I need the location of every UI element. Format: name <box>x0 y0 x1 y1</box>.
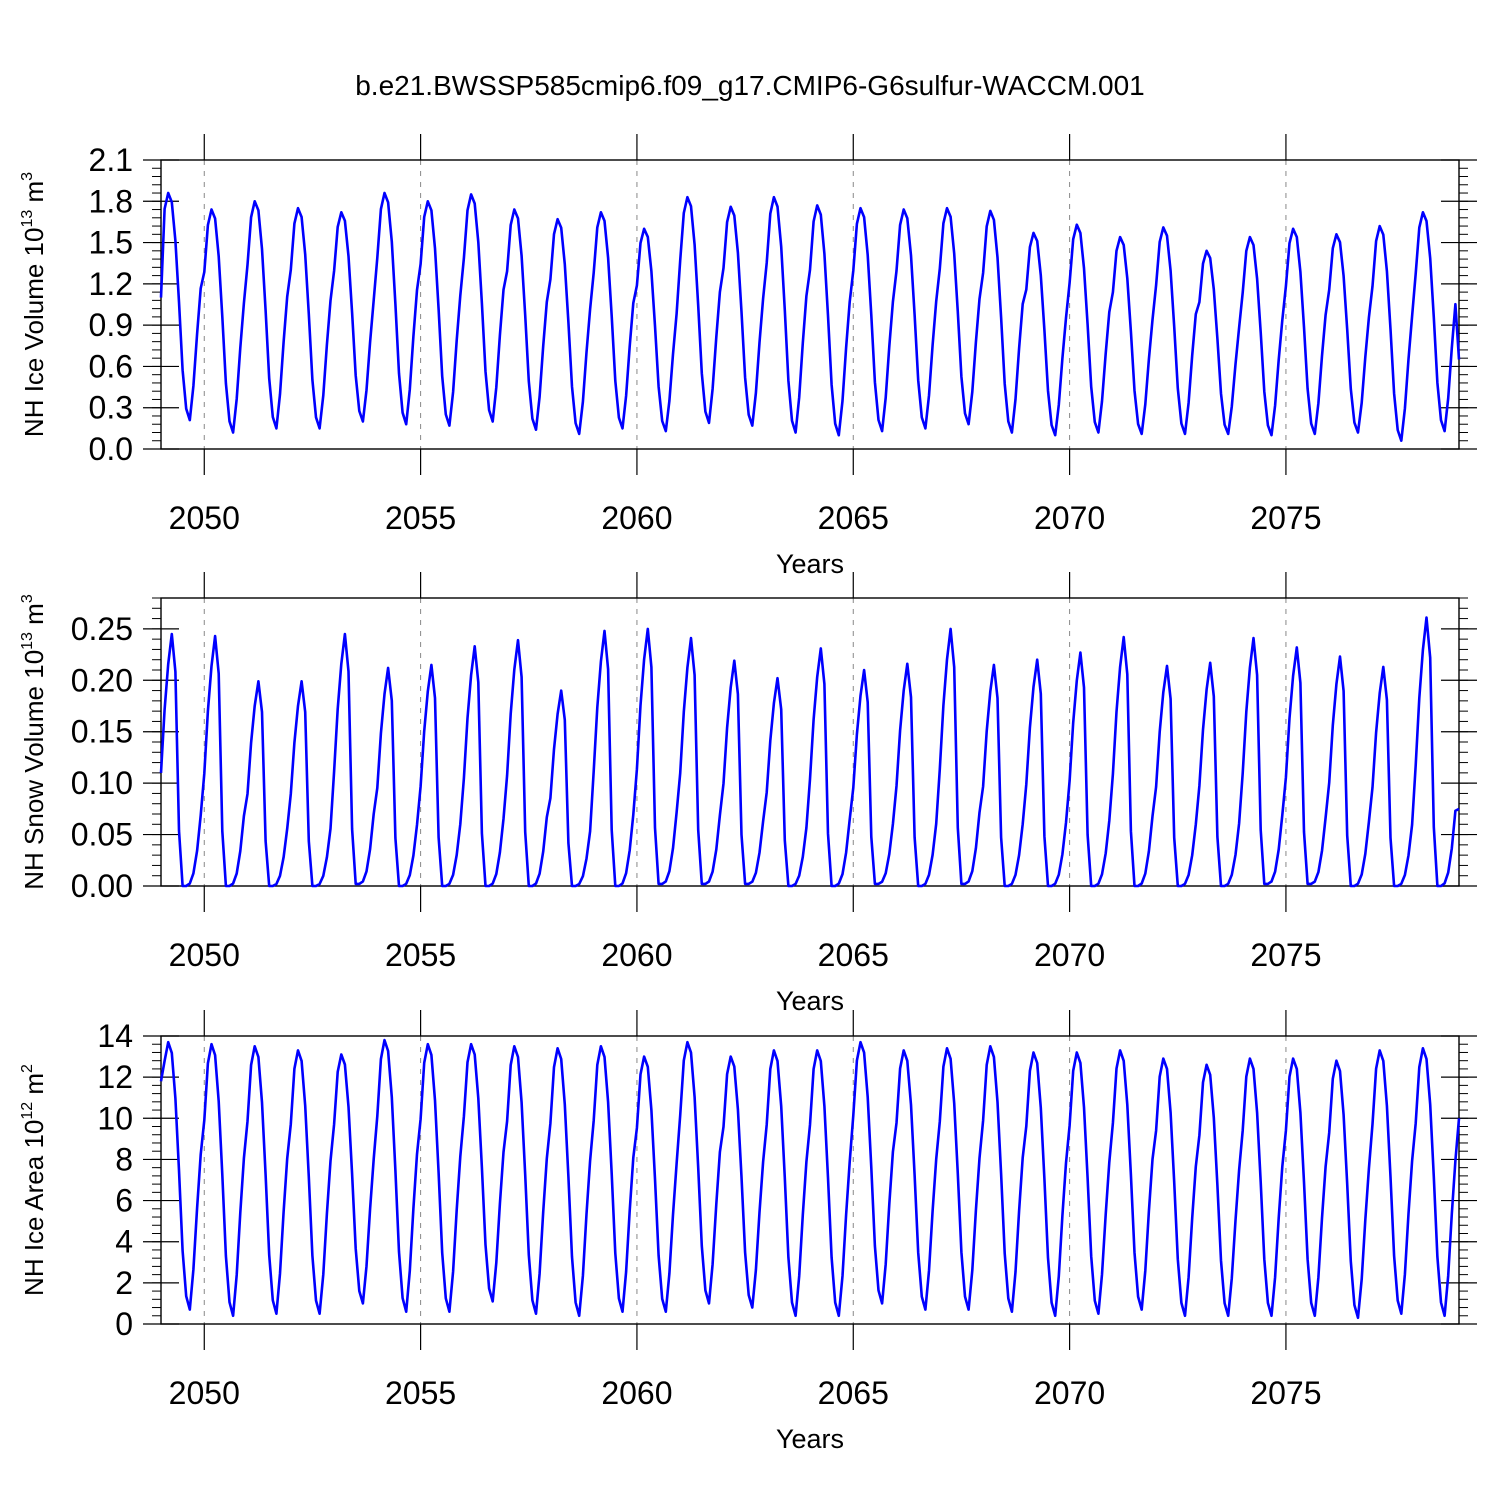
x-tick-label: 2065 <box>818 500 889 536</box>
x-axis-title: Years <box>776 986 844 1016</box>
x-tick-label: 2050 <box>169 937 240 973</box>
y-tick-label: 0.05 <box>71 817 133 853</box>
y-tick-label: 0.9 <box>89 307 133 343</box>
x-axis-title: Years <box>776 1424 844 1454</box>
x-tick-label: 2065 <box>818 937 889 973</box>
x-axis-title: Years <box>776 549 844 579</box>
x-tick-label: 2070 <box>1034 1375 1105 1411</box>
panel-1: 2050 2055 2060 2065 2070 2075 0.0 0.3 0.6 0.9 1.2 1… <box>19 134 1477 579</box>
y-tick-label: 10 <box>97 1100 133 1136</box>
x-tick-label: 2055 <box>385 1375 456 1411</box>
y-tick-label: 8 <box>115 1141 133 1177</box>
panel-2: 2050 2055 2060 2065 2070 2075 0.00 0.05 0.10 0.15… <box>19 572 1477 1016</box>
y-tick-label: 0 <box>115 1306 133 1342</box>
plot-frame <box>160 1035 1460 1325</box>
x-tick-label: 2065 <box>818 1375 889 1411</box>
y-tick-label: 1.2 <box>89 266 133 302</box>
y-tick-label: 0.0 <box>89 431 133 467</box>
x-tick-label: 2060 <box>601 500 672 536</box>
y-tick-label: 12 <box>97 1059 133 1095</box>
y-tick-label: 2 <box>115 1265 133 1301</box>
panel-3: 2050 2055 2060 2065 2070 2075 0 2 4 6 8 10 12 14 Years… <box>19 1010 1477 1454</box>
y-axis-title: NH Ice Area 1012 m2 <box>19 1064 49 1296</box>
y-tick-label: 2.1 <box>89 142 133 178</box>
x-tick-label: 2060 <box>601 937 672 973</box>
y-tick-label: 0.20 <box>71 662 133 698</box>
y-tick-label: 0.6 <box>89 348 133 384</box>
y-tick-label: 0.10 <box>71 765 133 801</box>
x-tick-label: 2075 <box>1250 937 1321 973</box>
x-tick-label: 2070 <box>1034 500 1105 536</box>
data-series-line <box>159 191 1461 443</box>
figure-title: b.e21.BWSSP585cmip6.f09_g17.CMIP6-G6sulf… <box>355 70 1145 101</box>
x-tick-label: 2075 <box>1250 500 1321 536</box>
y-tick-label: 1.5 <box>89 225 133 261</box>
y-tick-label: 14 <box>97 1018 133 1054</box>
y-tick-label: 6 <box>115 1183 133 1219</box>
x-tick-label: 2055 <box>385 937 456 973</box>
y-tick-label: 0.15 <box>71 714 133 750</box>
plot-frame <box>160 597 1460 887</box>
y-axis-title: NH Ice Volume 1013 m3 <box>19 172 49 437</box>
x-tick-label: 2050 <box>169 1375 240 1411</box>
y-tick-label: 0.3 <box>89 390 133 426</box>
y-tick-label: 4 <box>115 1224 133 1260</box>
data-series-line <box>159 1038 1461 1320</box>
data-series-line <box>159 616 1460 888</box>
x-tick-label: 2060 <box>601 1375 672 1411</box>
plot-frame <box>160 159 1460 450</box>
x-tick-label: 2055 <box>385 500 456 536</box>
y-tick-label: 0.25 <box>71 611 133 647</box>
y-axis-title: NH Snow Volume 1013 m3 <box>19 594 49 890</box>
x-tick-label: 2070 <box>1034 937 1105 973</box>
y-tick-label: 0.00 <box>71 868 133 904</box>
x-tick-label: 2075 <box>1250 1375 1321 1411</box>
x-tick-label: 2050 <box>169 500 240 536</box>
y-tick-label: 1.8 <box>89 183 133 219</box>
